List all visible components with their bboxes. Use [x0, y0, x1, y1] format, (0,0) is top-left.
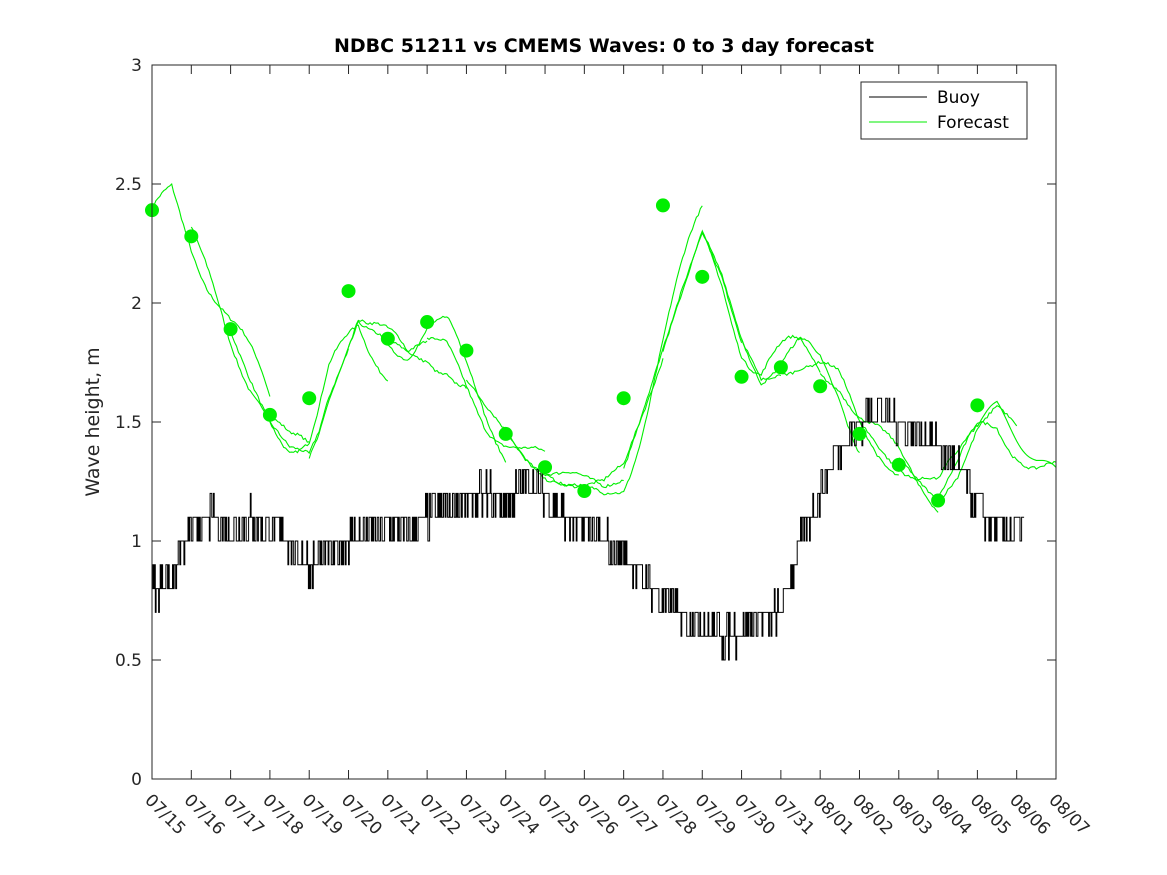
forecast-line — [741, 336, 860, 453]
x-tick-label: 08/03 — [887, 790, 936, 839]
x-tick-label: 07/18 — [258, 790, 307, 839]
forecast-marker — [773, 360, 788, 375]
x-tick-label: 08/04 — [927, 790, 976, 839]
forecast-series — [151, 182, 1057, 513]
forecast-line — [505, 432, 624, 489]
forecast-line — [465, 379, 585, 488]
x-tick-label: 08/05 — [966, 790, 1015, 839]
y-tick-label: 2.5 — [115, 175, 142, 195]
y-axis-label: Wave height, m — [82, 347, 104, 496]
y-axis: 0 0.5 1 1.5 2 2.5 3 — [115, 56, 1056, 790]
forecast-line — [426, 337, 546, 452]
x-tick-label: 07/30 — [730, 790, 779, 839]
forecast-marker — [538, 460, 553, 475]
forecast-marker — [341, 284, 356, 299]
x-tick-label: 07/17 — [219, 790, 268, 839]
forecast-marker — [223, 322, 238, 337]
x-tick-label: 07/25 — [534, 790, 583, 839]
forecast-marker — [695, 269, 710, 284]
forecast-marker — [655, 198, 670, 213]
x-tick-label: 07/24 — [494, 790, 543, 839]
x-tick-label: 07/27 — [612, 790, 661, 839]
x-tick-label: 07/20 — [337, 790, 386, 839]
forecast-line — [151, 182, 271, 397]
forecast-marker — [459, 343, 474, 358]
forecast-line — [623, 231, 743, 469]
buoy-series — [152, 397, 1025, 661]
x-tick-label: 07/21 — [376, 790, 425, 839]
buoy-line — [152, 397, 1025, 661]
legend: Buoy Forecast — [860, 81, 1028, 140]
chart-title: NDBC 51211 vs CMEMS Waves: 0 to 3 day fo… — [334, 35, 874, 57]
y-tick-label: 3 — [131, 56, 142, 76]
forecast-line — [230, 331, 350, 455]
forecast-marker — [380, 331, 395, 346]
forecast-marker — [184, 229, 199, 244]
x-tick-label: 07/26 — [573, 790, 622, 839]
x-tick-label: 07/31 — [769, 790, 818, 839]
forecast-marker — [970, 398, 985, 413]
forecast-line — [662, 229, 782, 382]
legend-box — [860, 81, 1028, 140]
forecast-marker — [931, 493, 946, 508]
forecast-line — [780, 360, 899, 476]
forecast-marker — [498, 426, 513, 441]
forecast-marker — [262, 407, 277, 422]
forecast-markers — [145, 198, 985, 508]
y-tick-label: 1.5 — [115, 413, 142, 433]
y-tick-label: 2 — [131, 294, 142, 314]
forecast-marker — [852, 426, 867, 441]
forecast-line — [701, 230, 821, 376]
forecast-marker — [813, 379, 828, 394]
forecast-line — [976, 400, 1057, 468]
forecast-marker — [577, 484, 592, 499]
x-tick-label: 07/23 — [455, 790, 504, 839]
x-tick-label: 08/02 — [848, 790, 897, 839]
forecast-line — [584, 205, 703, 496]
forecast-marker — [302, 391, 317, 406]
forecast-marker — [616, 391, 631, 406]
x-tick-label: 07/15 — [140, 790, 189, 839]
y-tick-label: 0 — [131, 770, 142, 790]
forecast-marker — [734, 369, 749, 384]
x-tick-label: 07/29 — [691, 790, 740, 839]
x-tick-label: 07/22 — [416, 790, 465, 839]
forecast-line — [937, 420, 1057, 499]
forecast-line — [387, 315, 507, 463]
forecast-marker — [420, 315, 435, 330]
y-tick-label: 0.5 — [115, 651, 142, 671]
legend-buoy-label: Buoy — [937, 88, 980, 108]
forecast-line — [269, 324, 389, 454]
x-tick-label: 08/07 — [1044, 790, 1093, 839]
x-tick-label: 07/19 — [298, 790, 347, 839]
x-tick-label: 08/06 — [1005, 790, 1054, 839]
y-tick-label: 1 — [131, 532, 142, 552]
forecast-line — [819, 373, 939, 513]
forecast-line — [544, 358, 664, 489]
x-tick-label: 08/01 — [809, 790, 858, 839]
forecast-line — [190, 226, 310, 443]
forecast-marker — [891, 457, 906, 472]
x-tick-label: 07/16 — [180, 790, 229, 839]
x-tick-label: 07/28 — [651, 790, 700, 839]
forecast-line — [898, 405, 1018, 505]
forecast-line — [347, 319, 467, 389]
legend-forecast-label: Forecast — [937, 113, 1009, 133]
